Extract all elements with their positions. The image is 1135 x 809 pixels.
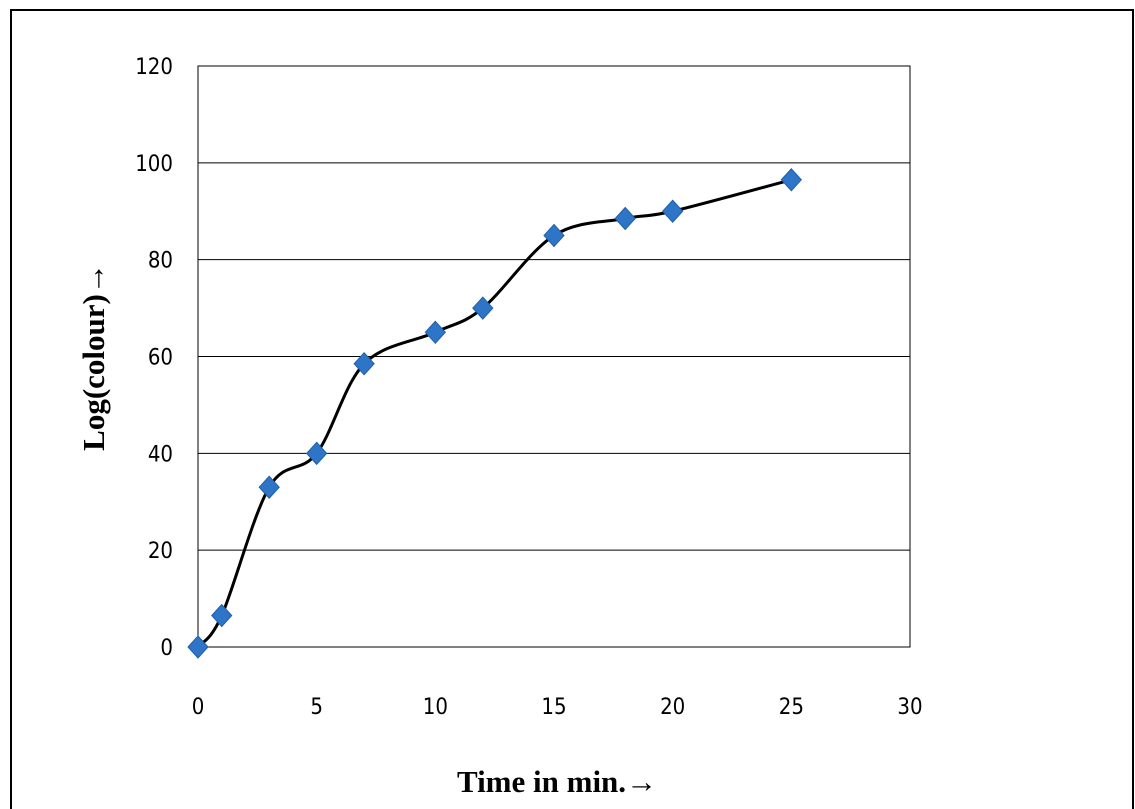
y-tick-label: 80 xyxy=(148,249,173,274)
data-point xyxy=(258,475,280,499)
y-axis-title: Log(colour)→ xyxy=(76,263,111,451)
x-tick-label: 25 xyxy=(779,695,804,720)
y-tick-label: 120 xyxy=(135,55,173,80)
data-point xyxy=(472,296,494,320)
data-point xyxy=(187,635,209,659)
y-tick-labels: 0 20 40 60 80 100 120 xyxy=(135,55,173,661)
data-point xyxy=(305,441,328,466)
grid-lines xyxy=(198,162,910,551)
data-point xyxy=(353,352,375,376)
data-point xyxy=(661,199,684,223)
x-tick-label: 0 xyxy=(192,695,205,720)
y-tick-label: 0 xyxy=(160,636,173,661)
plot-area-border xyxy=(197,65,911,648)
x-tick-label: 30 xyxy=(897,695,922,720)
data-point xyxy=(614,206,636,231)
series-line xyxy=(196,178,792,649)
x-tick-labels: 0 5 10 15 20 25 30 xyxy=(192,695,923,720)
data-point xyxy=(211,603,233,628)
data-point xyxy=(543,223,565,248)
x-axis-title: Time in min.→ xyxy=(457,764,657,799)
x-tick-label: 15 xyxy=(541,695,566,720)
x-tick-label: 5 xyxy=(310,695,323,720)
y-tick-label: 40 xyxy=(148,442,173,467)
y-tick-label: 60 xyxy=(148,346,173,371)
x-tick-label: 10 xyxy=(423,695,448,720)
figure-frame xyxy=(10,9,1134,809)
series-markers xyxy=(187,168,803,659)
y-tick-label: 20 xyxy=(148,539,173,564)
data-point xyxy=(780,168,803,192)
data-point xyxy=(424,320,447,345)
y-tick-label: 100 xyxy=(135,152,173,177)
x-tick-label: 20 xyxy=(660,695,685,720)
